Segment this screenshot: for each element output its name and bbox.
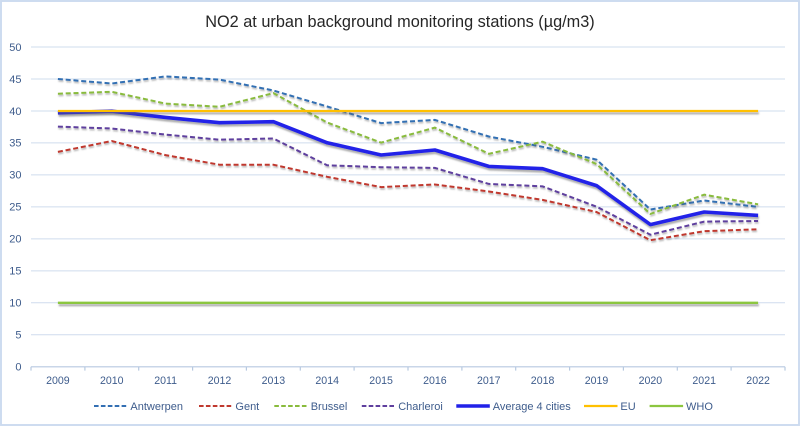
svg-text:2021: 2021 [692, 375, 716, 387]
svg-text:25: 25 [9, 202, 21, 214]
svg-text:2022: 2022 [746, 375, 770, 387]
svg-text:Charleroi: Charleroi [398, 401, 443, 413]
svg-text:2015: 2015 [369, 375, 393, 387]
svg-text:2017: 2017 [477, 375, 501, 387]
svg-text:Gent: Gent [235, 401, 259, 413]
svg-text:Brussel: Brussel [311, 401, 348, 413]
svg-text:2013: 2013 [262, 375, 286, 387]
svg-text:2012: 2012 [208, 375, 232, 387]
svg-text:NO2 at urban background monito: NO2 at urban background monitoring stati… [205, 13, 594, 31]
svg-text:EU: EU [620, 401, 635, 413]
svg-text:Antwerpen: Antwerpen [130, 401, 183, 413]
svg-text:Average 4 cities: Average 4 cities [493, 401, 572, 413]
svg-text:2018: 2018 [531, 375, 555, 387]
svg-text:10: 10 [9, 298, 21, 310]
svg-text:20: 20 [9, 234, 21, 246]
svg-text:45: 45 [9, 74, 21, 86]
svg-text:2019: 2019 [585, 375, 609, 387]
svg-text:2020: 2020 [639, 375, 663, 387]
svg-text:2009: 2009 [46, 375, 70, 387]
svg-text:50: 50 [9, 42, 21, 54]
svg-text:40: 40 [9, 106, 21, 118]
svg-text:5: 5 [15, 330, 21, 342]
svg-text:2014: 2014 [315, 375, 339, 387]
svg-text:30: 30 [9, 170, 21, 182]
svg-text:2016: 2016 [423, 375, 447, 387]
svg-text:15: 15 [9, 266, 21, 278]
svg-text:2010: 2010 [100, 375, 124, 387]
svg-text:2011: 2011 [154, 375, 177, 387]
svg-text:0: 0 [15, 362, 21, 374]
svg-text:35: 35 [9, 138, 21, 150]
svg-text:WHO: WHO [686, 401, 713, 413]
